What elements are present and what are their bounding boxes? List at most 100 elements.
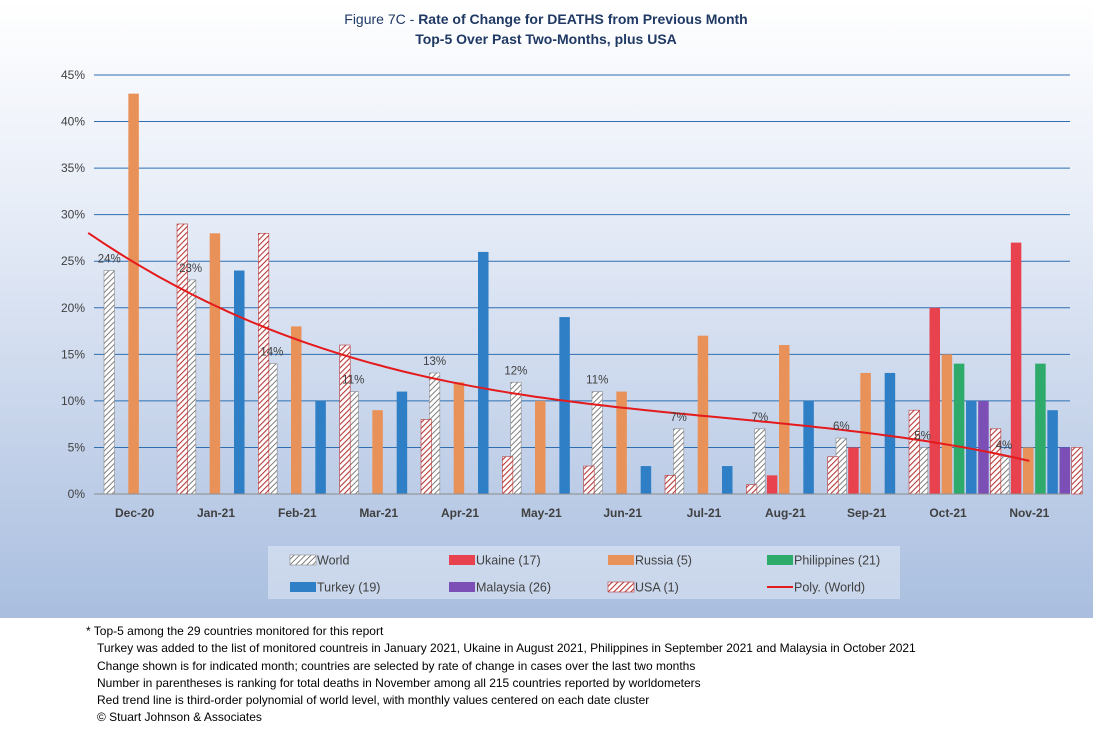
chart-title-bold: Rate of Change for DEATHS from Previous …: [418, 11, 748, 27]
data-label: 7%: [670, 412, 687, 424]
legend-swatch: [449, 555, 475, 565]
bar: [234, 270, 245, 494]
bar: [908, 409, 920, 495]
trendline: [87, 232, 1030, 462]
bar: [535, 400, 546, 494]
data-label: 14%: [260, 347, 283, 359]
legend-label: USA (1): [635, 581, 679, 595]
legend-label: Poly. (World): [794, 581, 865, 595]
trendline-layer: [87, 232, 1030, 462]
x-tick-label: Sep-21: [847, 506, 887, 520]
x-tick-label: Dec-20: [115, 506, 155, 520]
bar: [722, 466, 733, 494]
x-tick-label: Oct-21: [929, 506, 967, 520]
bar: [697, 335, 709, 494]
y-tick-label: 20%: [61, 301, 85, 315]
bar: [754, 428, 766, 495]
bar: [372, 410, 383, 494]
bar: [664, 475, 676, 495]
x-tick-label: Jun-21: [603, 506, 642, 520]
y-tick-label: 45%: [61, 68, 85, 82]
legend: World Ukaine (17) Russia (5) Philippines (2…: [268, 546, 900, 599]
x-tick-label: Mar-21: [359, 506, 398, 520]
bar: [128, 93, 139, 494]
x-tick-label: Apr-21: [441, 506, 479, 520]
y-tick-label: 5%: [68, 440, 86, 454]
x-tick-label: Aug-21: [765, 506, 806, 520]
y-tick-label: 0%: [68, 487, 86, 501]
bar: [315, 400, 326, 494]
data-label: 23%: [179, 263, 202, 275]
bar: [559, 317, 570, 494]
legend-label: Malaysia (26): [476, 581, 551, 595]
axes: 0% 5% 10% 15% 20% 25% 30% 35% 40% 45% Dec-20 Jan-21…: [61, 68, 1070, 520]
bar: [478, 251, 489, 494]
legend-swatch: [608, 555, 634, 565]
bar: [339, 344, 351, 495]
bar: [941, 354, 953, 494]
bar: [396, 391, 408, 494]
legend-swatch: [290, 582, 316, 592]
data-label: 5%: [914, 430, 931, 442]
footnote-6: © Stuart Johnson & Associates: [97, 710, 262, 725]
bar: [929, 307, 941, 494]
bar: [966, 400, 977, 494]
legend-swatch: [767, 555, 793, 565]
bars: [103, 93, 1083, 495]
chart-title-prefix: Figure 7C -: [344, 11, 418, 27]
data-label: 24%: [98, 254, 121, 266]
bar: [1010, 242, 1022, 494]
bar: [1035, 363, 1046, 494]
data-label: 12%: [504, 365, 527, 377]
data-labels: 24% 23% 14% 11% 13% 12% 11% 7% 7% 6% 5% 4%: [98, 254, 1012, 452]
bar: [953, 363, 965, 494]
bar: [209, 233, 221, 495]
bar: [746, 484, 758, 495]
footnote-4: Number in parentheses is ranking for tot…: [97, 675, 701, 690]
y-tick-label: 15%: [61, 347, 85, 361]
y-tick-label: 40%: [61, 115, 85, 129]
legend-label: Ukaine (17): [476, 554, 541, 568]
bar: [1071, 447, 1083, 495]
bar: [978, 400, 989, 494]
legend-swatch: [449, 582, 475, 592]
footnotes: * Top-5 among the 29 countries monitored…: [86, 623, 1076, 727]
data-label: 13%: [423, 356, 446, 368]
x-tick-label: Jul-21: [687, 506, 722, 520]
legend-label: World: [317, 554, 349, 568]
data-label: 11%: [586, 375, 608, 387]
bar: [453, 382, 465, 494]
bar: [990, 428, 1002, 495]
bar: [827, 456, 839, 495]
legend-box: [268, 546, 900, 599]
footnote-2: Turkey was added to the list of monitore…: [97, 641, 916, 656]
legend-swatch: [607, 581, 635, 593]
x-tick-label: Nov-21: [1009, 506, 1049, 520]
bar: [291, 326, 302, 494]
bar: [884, 372, 896, 494]
chart-subtitle: Top-5 Over Past Two-Months, plus USA: [415, 31, 677, 47]
y-tick-label: 30%: [61, 208, 85, 222]
bar: [640, 466, 652, 494]
bar: [258, 232, 270, 495]
bar: [502, 456, 514, 495]
footnote-1: * Top-5 among the 29 countries monitored…: [86, 624, 384, 638]
bar: [1047, 410, 1058, 494]
y-tick-label: 25%: [61, 254, 85, 268]
y-tick-label: 35%: [61, 161, 85, 175]
data-label: 4%: [996, 440, 1013, 452]
legend-swatch: [289, 554, 317, 566]
chart-area: Figure 7C - Rate of Change for DEATHS fr…: [0, 0, 1093, 618]
data-label: 11%: [342, 375, 364, 387]
x-tick-label: May-21: [521, 506, 562, 520]
bar: [848, 447, 859, 494]
legend-label: Turkey (19): [317, 581, 380, 595]
bar: [779, 345, 790, 494]
legend-label: Russia (5): [635, 554, 692, 568]
data-label: 6%: [833, 421, 850, 433]
footnote-3: Change shown is for indicated month; cou…: [97, 658, 696, 673]
legend-label: Philippines (21): [794, 554, 880, 568]
bar: [616, 391, 627, 494]
bar: [103, 270, 115, 495]
bar: [1059, 447, 1071, 494]
